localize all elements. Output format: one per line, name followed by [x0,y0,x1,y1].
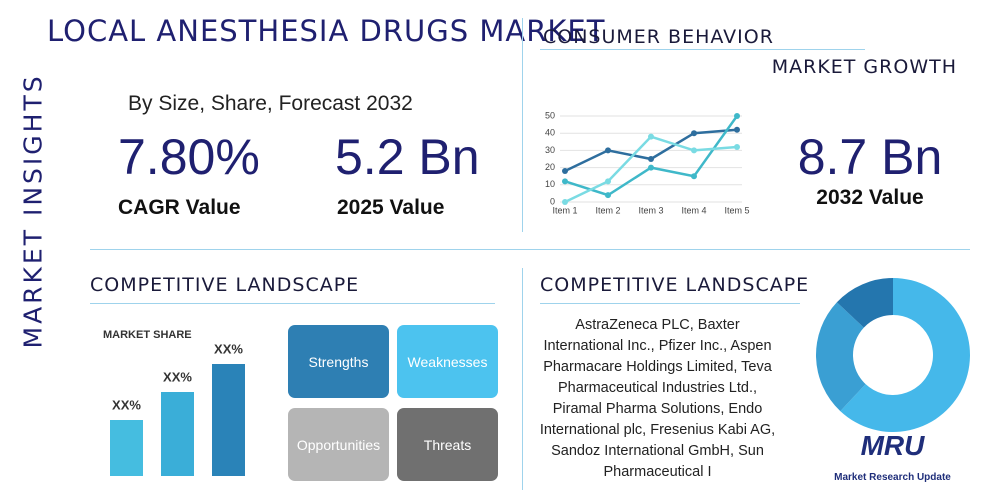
stat-value: 7.80% [118,129,260,185]
line-point [605,147,611,154]
swot-box: Opportunities [288,408,389,481]
value-label: XX% [163,369,192,384]
y-tick-label: 30 [545,145,555,155]
stat-label: 2032 Value [816,186,924,209]
stat-label: 2025 Value [337,196,445,219]
line-point [648,156,654,162]
bar [110,420,143,476]
line-point [648,164,654,171]
x-tick-label: Item 2 [595,205,620,215]
line-series [564,115,739,197]
donut-segment [816,302,866,412]
donut-segment [840,278,970,432]
y-tick-label: 50 [545,110,555,120]
stat-value: 8.7 Bn [797,129,943,185]
line-point [648,133,654,140]
x-tick-label: Item 4 [681,205,706,215]
line-point [605,178,611,185]
value-label: XX% [112,397,141,412]
section-title: COMPETITIVE LANDSCAPE [90,274,360,296]
x-tick-label: Item 5 [724,205,749,215]
bar [161,392,194,476]
underline [540,49,865,50]
y-tick-label: 20 [545,162,555,172]
x-tick-label: Item 1 [552,205,577,215]
line-point [691,147,697,154]
stat-value: 5.2 Bn [335,129,480,185]
section-title: CONSUMER BEHAVIOR [543,26,774,48]
divider [90,249,970,250]
value-label: XX% [214,341,243,356]
y-tick-label: 0 [550,196,555,206]
line-point [562,168,568,175]
line-point [691,173,697,180]
underline [540,303,800,304]
swot-box: Weaknesses [397,325,498,398]
line-point [734,126,740,133]
logo-mark: MRU [860,430,925,461]
y-tick-label: 40 [545,128,555,138]
stat-label: CAGR Value [118,196,241,219]
donut-segment [836,278,893,328]
line-point [734,143,740,150]
underline [90,303,495,304]
line-point [691,130,697,137]
y-tick-label: 10 [545,179,555,189]
subtitle: By Size, Share, Forecast 2032 [128,92,413,115]
line-point [605,192,611,199]
chart-title: MARKET SHARE [103,329,192,341]
line-point [562,199,568,205]
swot-box: Threats [397,408,498,481]
section-title: COMPETITIVE LANDSCAPE [540,274,810,296]
bar [212,364,245,476]
title: LOCAL ANESTHESIA DRUGS MARKET [47,14,606,48]
divider [522,18,523,232]
section-subtitle: MARKET GROWTH [771,56,957,78]
line-point [734,113,740,119]
x-tick-label: Item 3 [638,205,663,215]
divider [522,268,523,490]
swot-box: Strengths [288,325,389,398]
line-point [562,178,568,185]
company-list: AstraZeneca PLC, Baxter International In… [539,317,776,480]
logo-name: Market Research Update [834,472,951,483]
